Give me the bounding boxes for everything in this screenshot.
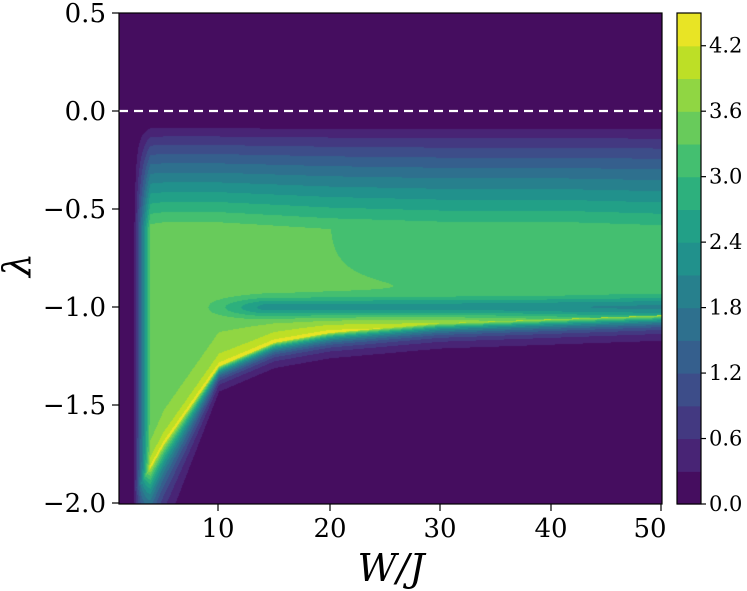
x-axis: 10 20 30 40 50 W/J [201,504,667,590]
colorbar-tick-label: 0.6 [709,427,742,451]
contour-field [119,13,662,504]
y-tick-label: −0.5 [43,195,106,225]
colorbar-band [677,45,701,80]
colorbar-tick-label: 1.8 [709,296,742,320]
y-tick-label: −2.0 [43,489,106,519]
y-axis-title: λ [0,253,39,279]
x-tick-label: 40 [534,514,567,544]
y-axis: 0.5 0.0 −0.5 −1.0 −1.5 −2.0 λ [0,0,119,519]
colorbar-tick-label: 3.6 [709,99,742,123]
colorbar-band [677,13,701,47]
colorbar-band [677,307,701,341]
colorbar-ticks: 0.0 0.6 1.2 1.8 2.4 3.0 3.6 4.2 [701,34,742,516]
x-axis-title: W/J [357,546,426,590]
x-tick-label: 20 [313,514,346,544]
colorbar-band [677,78,701,112]
y-tick-label: 0.0 [65,97,106,127]
y-tick-label: −1.0 [43,293,106,323]
colorbar-tick-label: 3.0 [709,165,742,189]
colorbar-band [677,143,701,178]
plot-area [118,12,663,505]
colorbar-frame [676,12,702,505]
colorbar-band [677,176,701,210]
colorbar-tick-label: 2.4 [709,230,742,254]
x-tick-label: 50 [633,514,666,544]
x-tick-label: 10 [201,514,234,544]
plot-frame [118,12,663,505]
colorbar-band [677,340,701,374]
colorbar-bands [677,13,701,505]
y-tick-label: 0.5 [65,0,106,29]
y-tick-label: −1.5 [43,391,106,421]
colorbar: 0.0 0.6 1.2 1.8 2.4 3.0 3.6 4.2 [676,12,742,516]
colorbar-band [677,405,701,440]
colorbar-band [677,373,701,407]
colorbar-band [677,209,701,243]
colorbar-tick-label: 0.0 [709,492,742,516]
colorbar-band [677,111,701,145]
colorbar-band [677,242,701,276]
colorbar-band [677,438,701,472]
x-tick-label: 30 [423,514,456,544]
colorbar-band [677,471,701,505]
colorbar-tick-label: 4.2 [709,34,742,58]
colorbar-tick-label: 1.2 [709,361,742,385]
colorbar-band [677,274,701,309]
